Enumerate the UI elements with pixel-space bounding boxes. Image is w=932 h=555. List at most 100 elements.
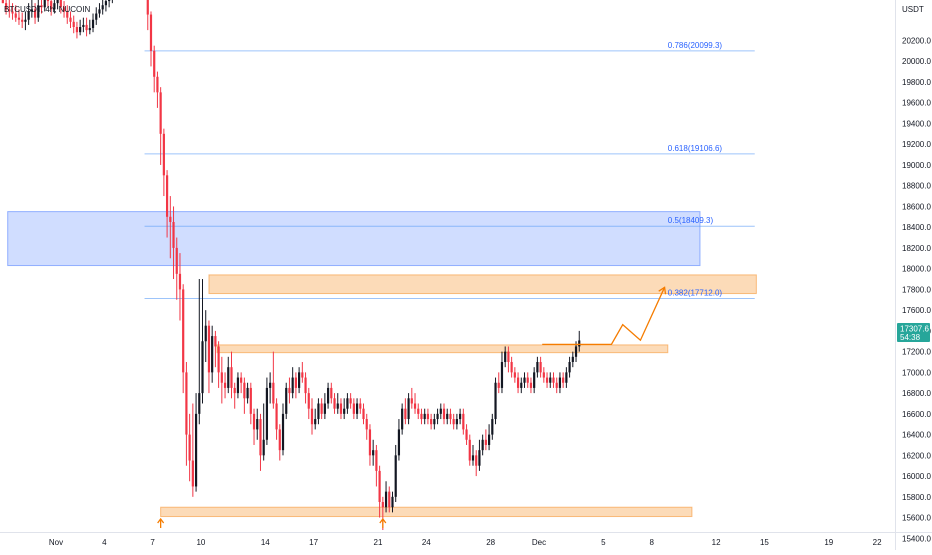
projection-drawings [157,286,667,528]
candle-body [307,393,310,409]
x-tick-label: 8 [649,538,654,547]
zone-support [160,506,693,518]
candle-body [278,429,281,451]
candle-body [317,403,320,420]
candle-body [185,372,188,435]
candle-body [401,408,404,430]
candle-body [178,273,182,290]
y-tick-label: 15600.0 [902,514,931,523]
candle-body [471,455,475,461]
candle-body [298,372,301,388]
y-axis[interactable]: 20200.0 20000.0 19800.0 19600.0 19400.0 19200… [902,36,931,543]
candle-body [204,325,207,342]
candle-body [259,419,262,456]
candle-body [95,13,98,20]
zones [7,211,757,518]
candle-body [14,13,17,18]
candle-body [230,367,233,388]
candle-body [378,470,381,503]
candle-body [336,403,339,409]
candle-body [549,377,552,383]
candle-body [85,24,88,31]
candle-body [494,382,497,420]
x-tick-label: 28 [486,538,495,547]
x-tick-label: 10 [196,538,205,547]
candle-body [352,403,355,414]
candle-body [227,367,230,388]
y-tick-label: 17600.0 [902,306,931,315]
candle-body [507,351,510,362]
candle-body [436,413,439,420]
candle-body [388,491,391,508]
candle-body [526,377,529,383]
candles [1,0,581,531]
candle-body [384,491,388,508]
y-tick-label: 19200.0 [902,140,931,149]
candle-body [33,9,37,18]
candle-body [262,439,265,456]
candle-body [24,19,27,22]
candle-body [404,408,407,420]
candle-body [223,382,227,388]
candle-body [220,372,223,383]
candle-body [320,403,323,414]
candle-body [574,346,578,357]
candle-body [252,413,256,430]
x-tick-label: 17 [309,538,318,547]
candle-body [27,11,30,20]
y-tick-label: 16400.0 [902,431,931,440]
candle-body [362,408,365,420]
projection-arrowhead [658,286,667,295]
candle-body [194,413,198,487]
x-axis[interactable]: Nov 4 7 10 14 17 21 24 28 Dec 5 8 12 15 19 22 [49,538,882,547]
candle-body [4,3,8,10]
candle-body [323,403,326,414]
candle-body [568,362,571,373]
candle-body [294,377,297,388]
symbol-label: BTCUSDT, 4h, NUCOIN [4,5,90,14]
candle-body [46,0,50,2]
y-tick-label: 16800.0 [902,389,931,398]
candle-body [343,408,346,414]
zone-supply [7,211,701,267]
y-tick-label: 15800.0 [902,493,931,502]
candle-body [433,419,436,425]
candle-body [59,0,62,8]
candle-body [175,247,178,274]
candle-body [555,382,558,388]
y-tick-label: 18000.0 [902,265,931,274]
candle-body [149,14,153,51]
candle-body [571,356,574,362]
candle-body [513,372,516,378]
candle-body [56,0,59,4]
candle-body [240,377,243,383]
x-tick-label: 4 [102,538,107,547]
fib-level-label: 0.786(20099.3) [668,41,723,50]
candle-body [146,0,149,15]
x-tick-label: 21 [374,538,383,547]
candle-body [165,175,169,217]
candle-body [301,372,304,378]
candle-body [21,19,24,22]
candle-body [375,450,378,471]
candle-body [552,377,555,383]
x-tick-label: 14 [261,538,270,547]
x-tick-label: Dec [532,538,546,547]
y-tick-label: 18600.0 [902,202,931,211]
candle-body [465,429,468,440]
candle-body [207,325,211,373]
candle-body [542,372,545,378]
candle-body [66,11,69,18]
projection-path [542,287,666,346]
candle-body [269,382,272,388]
candle-body [504,351,507,362]
candle-body [72,21,75,28]
fib-level-label: 0.618(19106.6) [668,144,723,153]
candle-body [478,450,481,466]
candle-body [430,419,433,425]
candle-body [491,419,494,435]
candle-body [8,9,11,12]
candle-body [516,377,520,388]
